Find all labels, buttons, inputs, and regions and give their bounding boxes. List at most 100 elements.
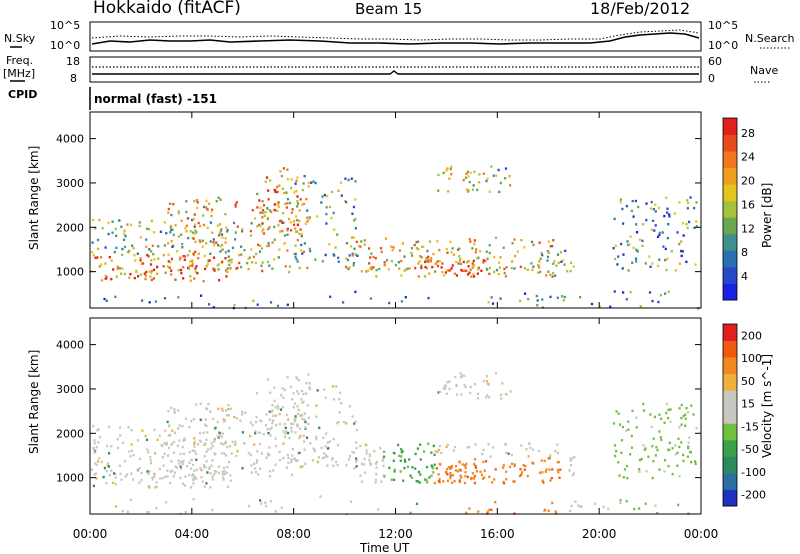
data-cell (671, 472, 674, 476)
data-cell (328, 440, 331, 443)
data-cell (296, 223, 299, 226)
data-cell (424, 478, 427, 481)
data-cell (294, 252, 297, 256)
data-cell (520, 473, 523, 477)
data-cell (342, 301, 345, 304)
data-cell (203, 485, 206, 488)
data-cell (491, 481, 494, 484)
data-cell (368, 459, 371, 462)
data-cell (548, 456, 552, 460)
data-cell (191, 259, 194, 262)
data-cell (119, 472, 122, 476)
colorbar-segment (723, 406, 737, 424)
data-cell (443, 274, 446, 277)
data-cell (450, 466, 453, 469)
data-cell (635, 426, 638, 429)
data-cell (169, 481, 172, 485)
data-cell (93, 439, 96, 442)
data-cell (139, 273, 142, 276)
data-cell (299, 228, 302, 231)
data-cell (360, 462, 363, 465)
data-cell (301, 414, 304, 417)
data-cell (374, 257, 377, 260)
data-cell (183, 484, 187, 487)
power-y-label: Slant Range [km] (27, 146, 41, 250)
colorbar-tick-label: 100 (741, 352, 762, 365)
data-cell (427, 259, 430, 262)
data-cell (231, 440, 234, 444)
data-cell (138, 481, 141, 484)
data-cell (167, 260, 170, 263)
data-cell (423, 275, 427, 278)
data-cell (137, 275, 140, 278)
data-cell (248, 435, 252, 438)
data-cell (480, 269, 483, 272)
data-cell (193, 442, 196, 445)
data-cell (282, 456, 285, 460)
data-cell (449, 472, 452, 475)
nave-tick-bottom: 0 (708, 72, 715, 85)
data-cell (342, 420, 346, 424)
data-cell (293, 418, 296, 422)
data-cell (107, 232, 110, 236)
data-cell (364, 443, 367, 446)
data-cell (105, 276, 108, 279)
data-cell (445, 169, 448, 172)
data-cell (413, 243, 416, 247)
data-cell (513, 238, 516, 241)
data-cell (494, 236, 498, 239)
data-cell (488, 190, 491, 193)
data-cell (415, 502, 419, 506)
data-cell (277, 204, 280, 207)
data-cell (273, 225, 276, 229)
data-cell (299, 198, 302, 201)
data-cell (270, 426, 273, 429)
data-cell (415, 247, 418, 250)
data-cell (626, 240, 629, 243)
data-cell (297, 412, 300, 416)
data-cell (545, 468, 548, 471)
data-cell (298, 451, 301, 455)
data-cell (469, 240, 472, 243)
data-cell (171, 429, 174, 432)
data-cell (120, 225, 123, 229)
data-cell (666, 236, 669, 240)
data-cell (306, 209, 309, 212)
data-cell (253, 462, 256, 465)
data-cell (404, 460, 407, 463)
data-cell (230, 261, 233, 264)
y-tick-label: 4000 (56, 133, 84, 146)
data-cell (406, 267, 409, 270)
data-cell (569, 457, 572, 460)
data-cell (144, 277, 147, 281)
data-cell (147, 451, 150, 454)
data-cell (225, 226, 228, 229)
data-cell (217, 263, 220, 266)
data-cell (284, 430, 288, 433)
data-cell (222, 443, 225, 446)
data-cell (337, 420, 340, 424)
data-cell (179, 467, 183, 470)
data-cell (205, 264, 208, 268)
data-cell (379, 247, 383, 250)
data-cell (393, 468, 396, 471)
data-cell (629, 291, 632, 294)
data-cell (219, 229, 222, 233)
data-cell (557, 471, 560, 474)
data-cell (590, 302, 594, 306)
data-cell (192, 498, 195, 501)
data-cell (503, 271, 506, 275)
data-cell (174, 278, 177, 281)
data-cell (422, 245, 425, 248)
data-cell (270, 410, 273, 413)
data-cell (171, 228, 174, 231)
colorbar-tick-label: 50 (741, 375, 755, 388)
data-cell (187, 236, 190, 240)
data-cell (658, 233, 661, 236)
data-cell (434, 450, 437, 453)
data-cell (271, 241, 274, 244)
data-cell (458, 480, 461, 484)
data-cell (202, 205, 206, 209)
data-cell (320, 201, 323, 204)
y-tick-label: 1000 (56, 472, 84, 485)
